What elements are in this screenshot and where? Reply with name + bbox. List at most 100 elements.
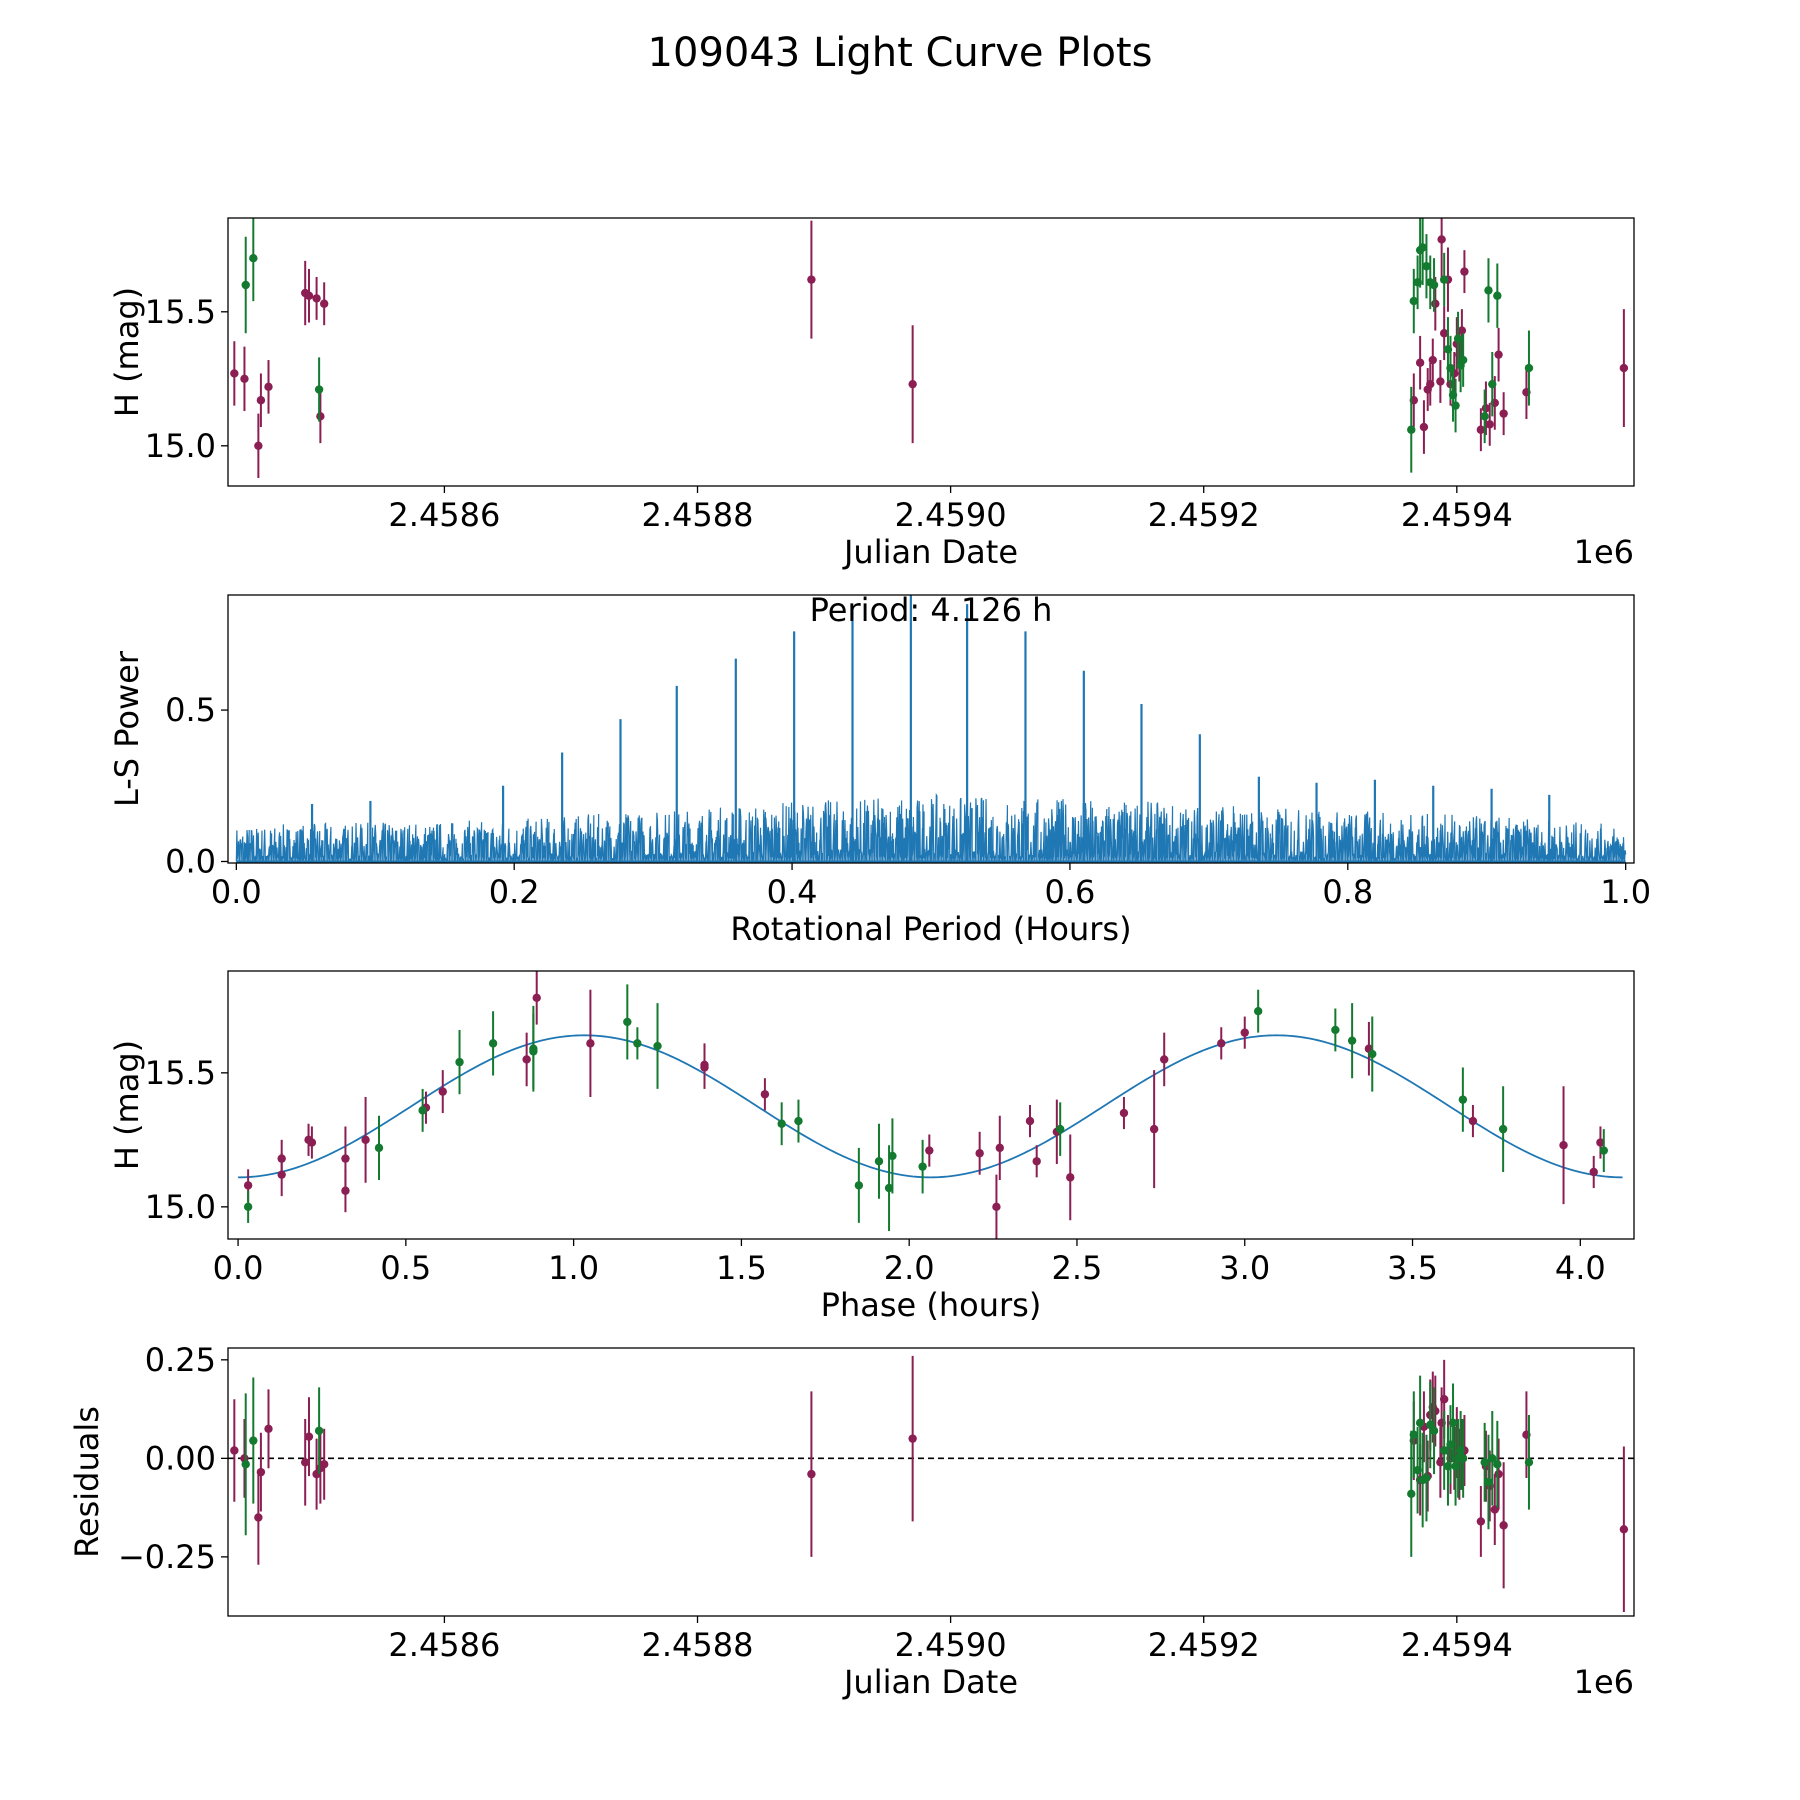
data-point-band-2	[1484, 1477, 1493, 1487]
data-point-band-2	[653, 1041, 662, 1051]
data-point-band-2	[418, 1106, 427, 1115]
x-tick-label: 2.4588	[642, 1626, 754, 1664]
data-point-band-2	[1458, 355, 1468, 365]
data-point-band-1	[307, 1138, 317, 1147]
data-point-band-1	[312, 294, 321, 303]
data-point-band-1	[1476, 425, 1486, 434]
data-point-band-2	[633, 1039, 642, 1048]
x-axis-label: Julian Date	[842, 533, 1018, 571]
x-tick-label: 0.5	[380, 1249, 431, 1287]
data-point-band-1	[1439, 329, 1449, 338]
data-point-band-1	[1217, 1039, 1226, 1048]
data-point-band-1	[992, 1202, 1001, 1212]
data-point-band-2	[1498, 1124, 1508, 1134]
data-point-band-1	[361, 1135, 370, 1145]
data-point-band-1	[1476, 1517, 1486, 1526]
data-point-band-2	[1480, 1458, 1489, 1467]
data-point-band-2	[241, 280, 250, 290]
data-point-band-2	[1451, 401, 1460, 410]
data-point-band-1	[230, 369, 239, 378]
data-point-band-2	[241, 1460, 250, 1469]
data-point-band-1	[1589, 1167, 1598, 1177]
data-point-band-2	[1368, 1049, 1377, 1059]
data-point-band-1	[256, 396, 266, 405]
data-point-band-1	[319, 1460, 329, 1469]
y-tick-label: 15.5	[145, 1054, 216, 1092]
data-point-band-2	[1331, 1025, 1340, 1035]
x-axis-label: Julian Date	[842, 1663, 1018, 1701]
y-tick-label: 15.5	[145, 293, 216, 331]
data-point-band-1	[807, 1469, 816, 1479]
x-tick-label: 2.4590	[895, 1626, 1007, 1664]
x-tick-label: 1.5	[716, 1249, 767, 1287]
lightcurve-axes-frame	[227, 217, 1635, 487]
data-point-band-1	[1468, 1116, 1478, 1126]
data-point-band-2	[1484, 286, 1493, 295]
data-point-band-1	[586, 1039, 595, 1048]
residuals-axes-frame	[227, 1347, 1635, 1617]
data-point-band-2	[884, 1183, 894, 1193]
data-point-band-2	[1429, 280, 1439, 290]
data-point-band-1	[1436, 377, 1445, 386]
data-point-band-1	[1419, 422, 1429, 432]
data-point-band-2	[1493, 1460, 1502, 1469]
data-point-band-2	[1253, 1007, 1263, 1016]
x-tick-label: 2.4586	[388, 496, 500, 534]
x-tick-label: 2.5	[1052, 1249, 1103, 1287]
data-point-band-2	[1422, 262, 1431, 271]
data-point-band-2	[314, 385, 324, 394]
y-axis-label: H (mag)	[108, 287, 146, 417]
data-point-band-1	[1431, 1406, 1440, 1416]
x-offset-label: 1e6	[1574, 533, 1634, 571]
data-point-band-1	[1428, 355, 1437, 365]
data-point-band-2	[1488, 1454, 1497, 1463]
x-tick-label: 0.6	[1044, 873, 1095, 911]
periodogram-panel: 0.0 0.2 0.4 0.6 0.8 1.0 0.0 0.5 Rotational Perio…	[108, 591, 1651, 948]
data-point-band-1	[522, 1055, 531, 1064]
data-point-band-1	[319, 299, 329, 308]
data-point-band-1	[300, 1458, 310, 1467]
y-tick-label: 15.0	[145, 1188, 216, 1226]
periodogram-data	[235, 595, 1627, 863]
data-point-band-1	[264, 382, 273, 392]
x-tick-label: 1.0	[1600, 873, 1651, 911]
residuals-data	[228, 1355, 1634, 1613]
data-point-band-1	[1240, 1028, 1249, 1037]
data-point-band-2	[1409, 296, 1418, 306]
data-point-band-1	[1499, 409, 1508, 418]
data-point-band-2	[1422, 1473, 1431, 1483]
data-point-band-1	[1415, 358, 1425, 367]
data-point-band-2	[1415, 1418, 1425, 1428]
data-point-band-1	[1619, 363, 1629, 373]
data-point-band-1	[304, 291, 314, 300]
data-point-band-2	[249, 1436, 258, 1445]
data-point-band-1	[243, 1181, 253, 1190]
x-axis-label: Rotational Period (Hours)	[730, 910, 1131, 948]
data-point-band-1	[316, 412, 325, 421]
lightcurve-panel: 2.4586 2.4588 2.4590 2.4592 2.4594 15.0 15.5 Ju…	[108, 217, 1635, 571]
x-tick-label: 0.0	[213, 1249, 264, 1287]
data-point-band-2	[623, 1017, 632, 1027]
data-point-band-1	[700, 1063, 709, 1072]
periodogram-noise	[235, 793, 1627, 862]
x-tick-label: 4.0	[1555, 1249, 1606, 1287]
periodogram-axes-frame	[227, 594, 1635, 864]
data-point-band-1	[807, 275, 816, 284]
data-point-band-1	[1032, 1157, 1041, 1166]
data-point-band-2	[488, 1039, 498, 1048]
data-point-band-1	[230, 1446, 239, 1455]
data-point-band-2	[1407, 1489, 1416, 1499]
x-tick-label: 0.0	[211, 873, 262, 911]
x-tick-label: 2.4586	[388, 1626, 500, 1664]
data-point-band-2	[374, 1143, 384, 1153]
data-point-band-1	[908, 1434, 917, 1443]
data-point-band-1	[925, 1146, 934, 1155]
data-point-band-1	[264, 1424, 273, 1433]
data-point-band-2	[1493, 291, 1502, 300]
figure-title: 109043 Light Curve Plots	[648, 30, 1153, 76]
x-tick-label: 3.0	[1219, 1249, 1270, 1287]
model-curve	[238, 1034, 1623, 1179]
data-point-band-2	[1347, 1036, 1357, 1045]
data-point-band-1	[975, 1149, 984, 1158]
data-point-band-1	[1485, 420, 1494, 429]
